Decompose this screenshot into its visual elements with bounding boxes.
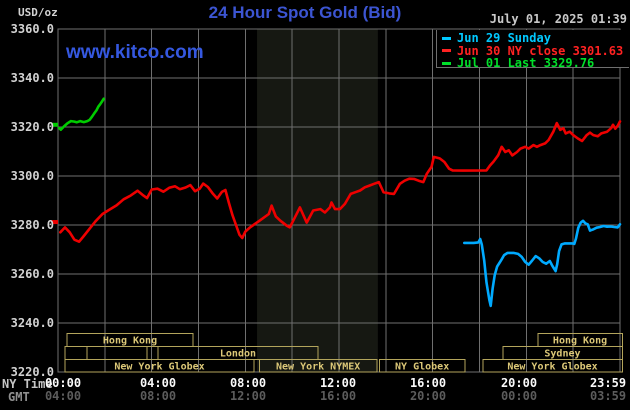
y-tick-label: 3220.0 <box>10 365 54 379</box>
y-tick-label: 3360.0 <box>10 22 54 36</box>
legend-box: Jun 29 Sunday Jun 30 NY close 3301.63 Jul … <box>436 30 629 70</box>
x-tick-ny: 23:59 <box>589 376 627 390</box>
x-tick-gmt: 20:00 <box>409 389 447 403</box>
legend-item: Jun 29 Sunday <box>442 32 629 45</box>
axis-price-marker <box>51 220 58 225</box>
session-label: New York NYMEX <box>276 361 360 372</box>
x-tick-gmt: 04:00 <box>44 389 82 403</box>
nymex-session-band <box>257 29 378 372</box>
y-tick-label: 3340.0 <box>10 71 54 85</box>
chart-timestamp: July 01, 2025 01:39 <box>489 12 627 26</box>
x-tick-ny: 12:00 <box>319 376 357 390</box>
legend-item: Jul 01 Last 3329.76 <box>442 57 629 70</box>
legend-dash-icon <box>442 36 451 40</box>
x-tick-gmt: 16:00 <box>319 389 357 403</box>
session-label: New York Globex <box>114 361 204 372</box>
series-line-jul-01 <box>57 97 105 131</box>
x-tick-gmt: 00:00 <box>500 389 538 403</box>
x-tick-ny: 00:00 <box>44 376 82 390</box>
x-tick-ny: 16:00 <box>409 376 447 390</box>
x-tick-gmt: 03:59 <box>589 389 627 403</box>
session-box <box>64 359 255 373</box>
legend-dash-icon <box>442 49 451 53</box>
legend-label: Jun 30 NY close 3301.63 <box>457 43 624 58</box>
legend-dash-icon <box>442 61 451 65</box>
series-line-jun-30 <box>58 120 622 243</box>
x-tick-gmt: 08:00 <box>139 389 177 403</box>
y-axis-units-label: USD/oz <box>18 6 58 19</box>
session-label: Sydney <box>544 349 580 360</box>
axis-price-marker <box>51 122 58 127</box>
y-tick-label: 3260.0 <box>10 267 54 281</box>
x-tick-ny: 08:00 <box>229 376 267 390</box>
y-tick-label: 3240.0 <box>10 316 54 330</box>
session-box <box>64 346 88 360</box>
y-tick-label: 3280.0 <box>10 218 54 232</box>
y-tick-label: 3320.0 <box>10 120 54 134</box>
session-box <box>378 359 466 373</box>
session-label: New York Globex <box>507 361 597 372</box>
y-tick-label: 3300.0 <box>10 169 54 183</box>
legend-item: Jun 30 NY close 3301.63 <box>442 45 629 58</box>
page-title: 24 Hour Spot Gold (Bid) <box>208 3 402 22</box>
session-box <box>86 346 148 360</box>
session-label: NY Globex <box>395 361 449 372</box>
x-axis-gmt-label: GMT <box>8 390 30 404</box>
x-tick-ny: 20:00 <box>500 376 538 390</box>
x-tick-ny: 04:00 <box>139 376 177 390</box>
session-box <box>258 359 378 373</box>
session-box <box>482 359 623 373</box>
session-label: Hong Kong <box>553 336 607 347</box>
session-label: Hong Kong <box>103 336 157 347</box>
session-label: London <box>220 349 256 360</box>
x-tick-gmt: 12:00 <box>229 389 267 403</box>
kitco-watermark-link[interactable]: www.kitco.com <box>66 42 204 63</box>
legend-label: Jun 29 Sunday <box>457 31 551 46</box>
x-axis-ny-time-label: NY Time <box>2 377 53 391</box>
series-line-jun-29-sunday <box>462 219 622 308</box>
legend-label: Jul 01 Last 3329.76 <box>457 56 595 71</box>
